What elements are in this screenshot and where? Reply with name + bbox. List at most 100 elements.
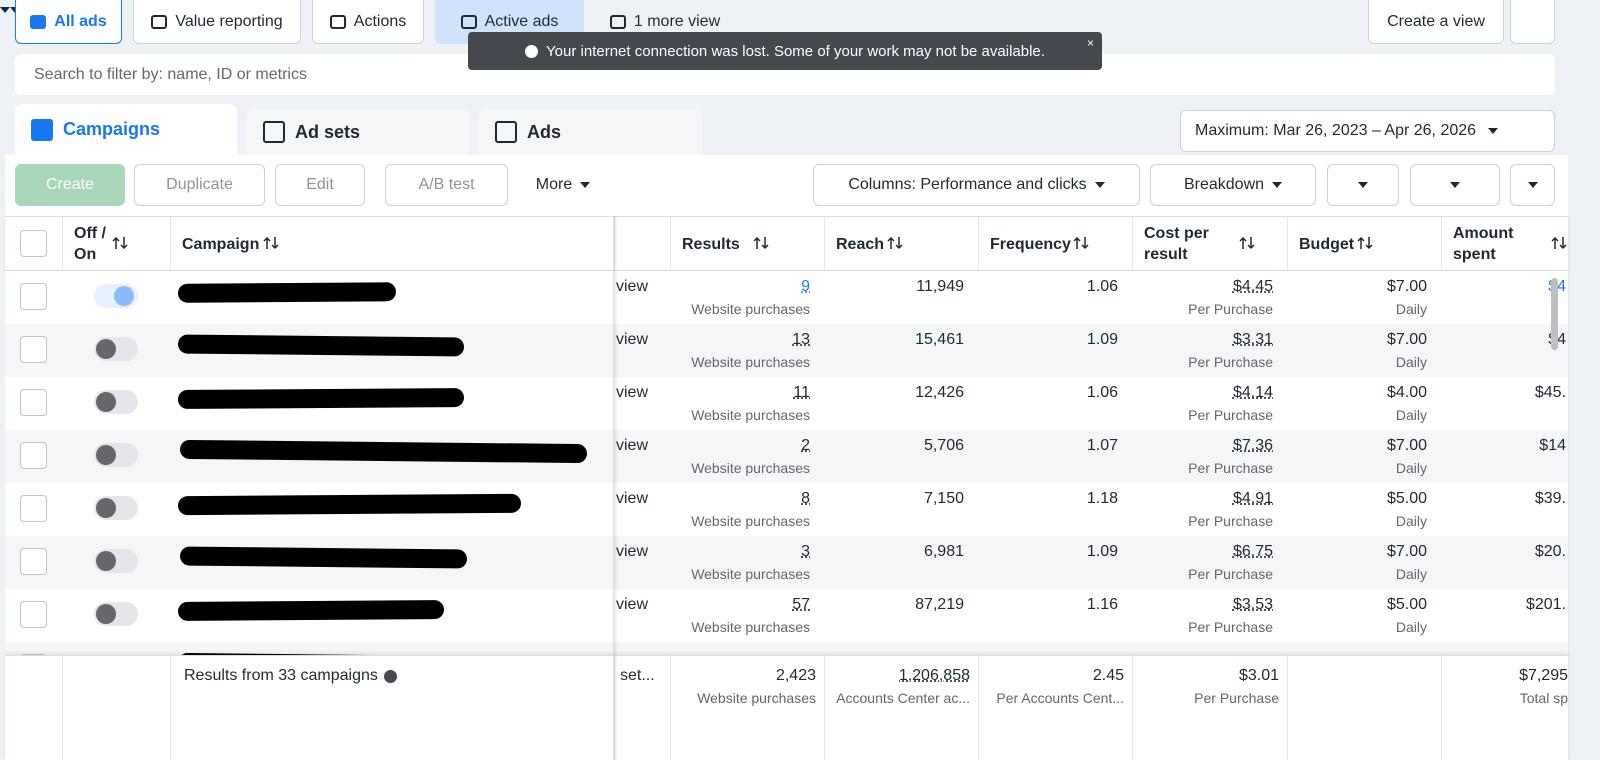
dropdown-caret [1358,182,1368,188]
result-type: Website purchases [691,566,810,582]
toggle[interactable] [94,549,138,573]
toggle[interactable] [94,602,138,626]
level-tab[interactable]: Ads [479,109,702,155]
tab-label: 1 more view [633,13,721,30]
redacted-name [177,493,522,516]
tab-label: Actions [353,13,407,30]
row-checkbox[interactable] [20,442,47,469]
column-divider [1287,655,1288,760]
cost-type: Per Purchase [1188,407,1273,423]
button-label: Create [45,176,95,193]
budget-type: Daily [1395,566,1427,582]
select-all-checkbox[interactable] [20,230,47,257]
toolbar-icon-button[interactable] [1327,164,1399,206]
sort-icon[interactable] [1357,235,1373,251]
sort-icon[interactable] [887,235,903,251]
toast: Your internet connection was lost. Some … [468,32,1102,70]
view-settings-button[interactable] [1510,0,1555,44]
toolbar-button[interactable]: More [517,164,609,206]
cost-per-result: $4.14 [1232,384,1273,401]
sort-icon[interactable] [1239,235,1255,251]
row-checkbox[interactable] [20,495,47,522]
sort-icon[interactable] [112,235,128,251]
column-header[interactable]: Budget [1299,235,1355,253]
toolbar-button[interactable]: Columns: Performance and clicks [813,164,1140,206]
toggle[interactable] [94,443,138,467]
level-tab[interactable]: Ad sets [247,109,469,155]
row-checkbox[interactable] [20,389,47,416]
reach-value: 11,949 [916,278,964,295]
column-header[interactable]: Results [682,235,740,253]
result-type: Website purchases [691,301,810,317]
redacted-name [177,334,465,357]
toolbar-button[interactable]: Edit [275,164,365,206]
cost-per-result: $4.45 [1232,278,1273,295]
toggle-knob [96,339,116,359]
amount-spent: $4 [1456,278,1566,296]
date-range-picker[interactable]: Maximum: Mar 26, 2023 – Apr 26, 2026 [1180,110,1555,152]
toggle[interactable] [94,496,138,520]
redacted-name [177,282,397,303]
row-checkbox[interactable] [20,283,47,310]
date-range: Maximum: Mar 26, 2023 – Apr 26, 2026 [1195,122,1477,139]
amount-spent: $39. [1534,490,1566,507]
sort-icon[interactable] [263,235,279,251]
cost-per-result: $3.53 [1232,596,1273,613]
footer-text: Results from 33 campaigns [184,667,378,684]
view-tab[interactable]: Actions [312,0,424,44]
view-tab[interactable]: Value reporting [133,0,301,44]
sort-icon[interactable] [1551,235,1567,251]
frequency-value: 1.06 [1086,384,1118,401]
toolbar-button[interactable]: Create [15,164,125,206]
column-header[interactable]: Cost per result [1144,225,1209,263]
toggle[interactable] [94,390,138,414]
budget-type: Daily [1395,354,1427,370]
delivery-status: view [616,278,649,295]
delivery-status: view [616,596,649,613]
toast-close[interactable]: × [1086,36,1094,50]
create-view-button[interactable]: Create a view [1368,0,1504,44]
sort-arrows [112,236,128,250]
row-checkbox[interactable] [20,548,47,575]
toggle[interactable] [94,337,138,361]
view-tab[interactable]: All ads [15,0,122,44]
column-header[interactable]: Frequency [990,235,1071,253]
view-tab[interactable]: 1 more view [595,0,735,44]
toolbar-button[interactable]: A/B test [385,164,508,206]
toolbar-button[interactable]: Duplicate [134,164,265,206]
column-header[interactable]: Amount spent [1453,225,1514,263]
result-count: 9 [801,278,810,295]
column-header[interactable]: Reach [836,235,885,253]
cost-type: Per Purchase [1188,460,1273,476]
column-divider [1441,655,1442,760]
column-header[interactable]: Off / On [74,225,106,263]
info-icon[interactable] [383,669,397,683]
scrollbar[interactable] [1551,278,1558,350]
toggle[interactable] [94,284,138,308]
footer-cost-type: Per Purchase [1194,690,1279,706]
dropdown-caret [1527,182,1538,188]
sort-arrows [1551,236,1567,250]
cost-per-result: $7.36 [1232,437,1273,454]
level-tab[interactable]: Campaigns [15,104,237,155]
toolbar-button[interactable]: Breakdown [1150,164,1316,206]
column-divider [1132,655,1133,760]
toggle-knob [96,445,116,465]
header-row [5,216,1568,271]
toolbar-icon-button[interactable] [1410,164,1500,206]
button-label: Create a view [1387,13,1485,30]
column-menu[interactable] [0,7,10,13]
row-checkbox[interactable] [20,601,47,628]
cost-type: Per Purchase [1188,619,1273,635]
dropdown-caret [1272,182,1283,188]
pinned-shadow [613,655,618,760]
button-label: A/B test [418,176,475,193]
sort-icon[interactable] [1073,235,1089,251]
sort-icon[interactable] [753,235,769,251]
button-label: Edit [306,176,334,193]
cost-type: Per Purchase [1188,354,1273,370]
column-header[interactable]: Campaign [182,235,260,253]
frequency-value: 1.07 [1086,437,1118,454]
row-checkbox[interactable] [20,336,47,363]
toolbar-icon-button[interactable] [1510,164,1555,206]
